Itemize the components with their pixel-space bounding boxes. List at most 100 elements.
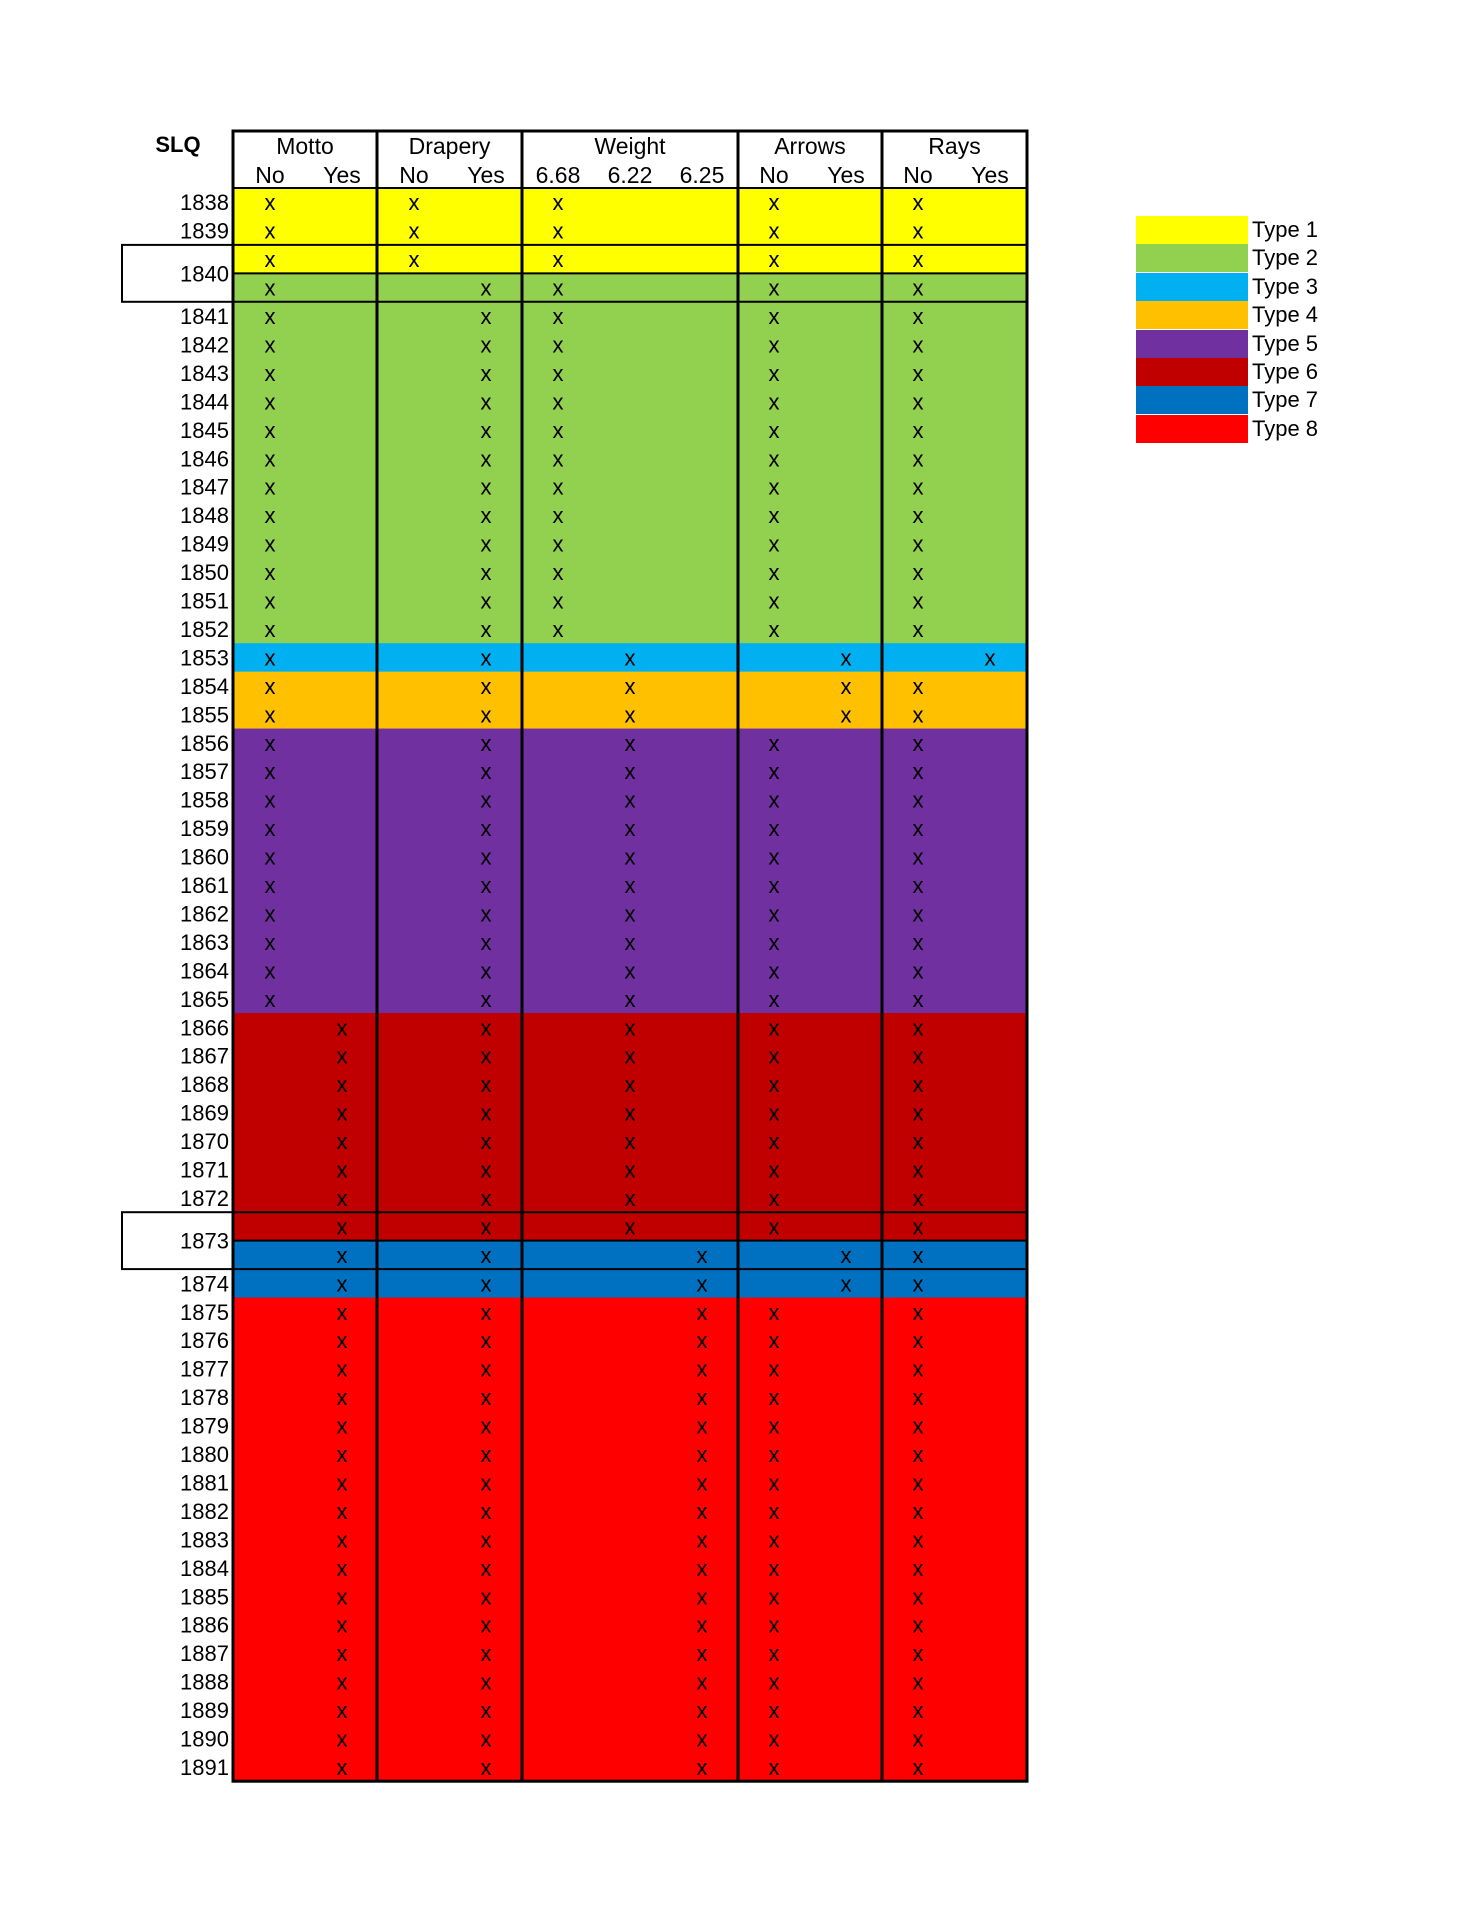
subheader-drapery-no: No — [399, 162, 428, 188]
cell-mark: x — [481, 1186, 492, 1211]
cell-mark: x — [553, 418, 564, 443]
legend-swatch — [1136, 301, 1248, 330]
row-band-type-7 — [233, 1269, 1027, 1299]
cell-mark: x — [769, 731, 780, 756]
cell-mark: x — [481, 1727, 492, 1752]
year-label-1854: 1854 — [180, 674, 229, 699]
cell-mark: x — [697, 1357, 708, 1382]
cell-mark: x — [481, 361, 492, 386]
cell-mark: x — [769, 304, 780, 329]
row-band-type-1 — [233, 188, 1027, 218]
cell-mark: x — [625, 901, 636, 926]
subheader-rays-no: No — [903, 162, 932, 188]
cell-mark: x — [553, 190, 564, 215]
cell-mark: x — [481, 1527, 492, 1552]
cell-mark: x — [769, 1470, 780, 1495]
cell-mark: x — [697, 1328, 708, 1353]
row-band-type-5 — [233, 813, 1027, 843]
row-band-type-2 — [233, 301, 1027, 331]
cell-mark: x — [481, 276, 492, 301]
cell-mark: x — [481, 958, 492, 983]
cell-mark: x — [265, 930, 276, 955]
cell-mark: x — [265, 247, 276, 272]
cell-mark: x — [769, 332, 780, 357]
cell-mark: x — [625, 1044, 636, 1069]
row-band-type-2 — [233, 614, 1027, 644]
year-label-1875: 1875 — [180, 1300, 229, 1325]
year-label-1860: 1860 — [180, 845, 229, 870]
cell-mark: x — [265, 759, 276, 784]
cell-mark: x — [913, 788, 924, 813]
year-label-1851: 1851 — [180, 589, 229, 614]
cell-mark: x — [265, 503, 276, 528]
cell-mark: x — [913, 731, 924, 756]
year-label-1864: 1864 — [180, 958, 229, 983]
cell-mark: x — [625, 645, 636, 670]
row-band-type-5 — [233, 757, 1027, 787]
row-band-type-2 — [233, 387, 1027, 417]
cell-mark: x — [553, 475, 564, 500]
cell-mark: x — [409, 219, 420, 244]
cell-mark: x — [913, 1385, 924, 1410]
cell-mark: x — [697, 1243, 708, 1268]
row-band-type-5 — [233, 899, 1027, 929]
row-band-type-6 — [233, 1013, 1027, 1043]
cell-mark: x — [481, 1271, 492, 1296]
cell-mark: x — [337, 1613, 348, 1638]
row-band-type-7 — [233, 1240, 1027, 1270]
cell-mark: x — [265, 332, 276, 357]
year-label-1891: 1891 — [180, 1755, 229, 1780]
cell-mark: x — [481, 475, 492, 500]
cell-mark: x — [697, 1470, 708, 1495]
subheader-arrows-yes: Yes — [827, 162, 865, 188]
year-label-1871: 1871 — [180, 1158, 229, 1183]
cell-mark: x — [265, 389, 276, 414]
cell-mark: x — [265, 190, 276, 215]
year-label-1869: 1869 — [180, 1101, 229, 1126]
table-lines — [121, 129, 1029, 1783]
cell-mark: x — [697, 1670, 708, 1695]
cell-mark: x — [625, 873, 636, 898]
year-label-1847: 1847 — [180, 475, 229, 500]
row-band-type-2 — [233, 273, 1027, 303]
cell-mark: x — [769, 532, 780, 557]
cell-mark: x — [769, 361, 780, 386]
cell-mark: x — [913, 361, 924, 386]
cell-mark: x — [697, 1584, 708, 1609]
cell-mark: x — [697, 1527, 708, 1552]
cell-mark: x — [769, 901, 780, 926]
cell-mark: x — [913, 1527, 924, 1552]
cell-mark: x — [481, 1641, 492, 1666]
row-band-type-2 — [233, 358, 1027, 388]
cell-mark: x — [625, 1186, 636, 1211]
cell-mark: x — [265, 987, 276, 1012]
cell-mark: x — [697, 1698, 708, 1723]
cell-mark: x — [697, 1442, 708, 1467]
cell-mark: x — [481, 816, 492, 841]
year-label-1838: 1838 — [180, 190, 229, 215]
year-label-1857: 1857 — [180, 759, 229, 784]
cell-mark: x — [769, 1527, 780, 1552]
year-label-1890: 1890 — [180, 1727, 229, 1752]
row-band-type-8 — [233, 1695, 1027, 1725]
year-label-1879: 1879 — [180, 1414, 229, 1439]
cell-mark: x — [265, 617, 276, 642]
row-band-type-5 — [233, 785, 1027, 815]
cell-mark: x — [913, 816, 924, 841]
cell-mark: x — [913, 845, 924, 870]
year-label-1841: 1841 — [180, 304, 229, 329]
cell-mark: x — [625, 731, 636, 756]
cell-mark: x — [337, 1414, 348, 1439]
cell-mark: x — [481, 1556, 492, 1581]
cell-mark: x — [697, 1385, 708, 1410]
cell-mark: x — [769, 1727, 780, 1752]
cell-mark: x — [265, 446, 276, 471]
year-label-1889: 1889 — [180, 1698, 229, 1723]
cell-mark: x — [337, 1698, 348, 1723]
cell-mark: x — [265, 788, 276, 813]
year-label-1863: 1863 — [180, 930, 229, 955]
cell-mark: x — [481, 1214, 492, 1239]
row-band-type-3 — [233, 643, 1027, 673]
cell-mark: x — [697, 1300, 708, 1325]
table-frame — [231, 129, 1029, 1783]
